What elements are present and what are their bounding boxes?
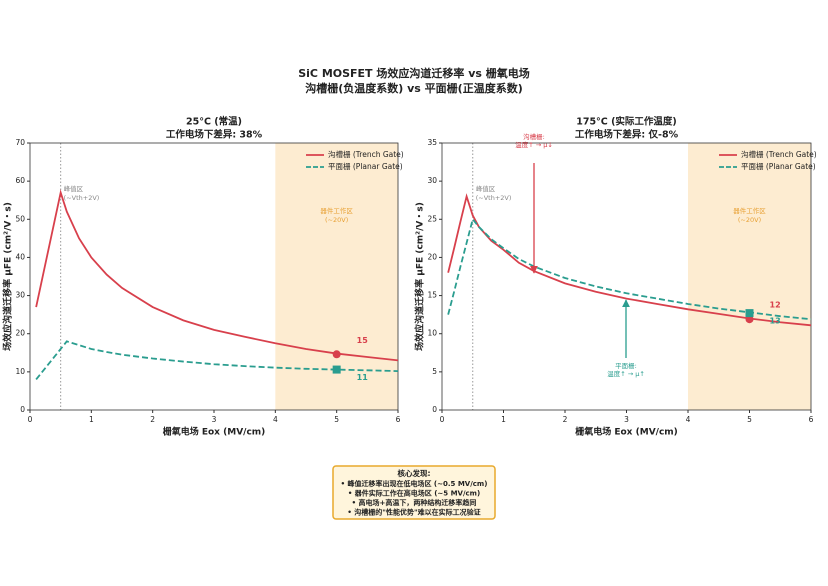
- x-tick-label: 2: [563, 415, 568, 424]
- x-tick-label: 1: [89, 415, 94, 424]
- peak-label: (~Vth+2V): [64, 194, 100, 202]
- y-tick-label: 50: [15, 214, 25, 223]
- y-tick-label: 0: [432, 405, 437, 414]
- x-tick-label: 5: [334, 415, 339, 424]
- point-marker: [332, 365, 341, 374]
- y-tick-label: 25: [427, 214, 437, 223]
- x-tick-label: 0: [440, 415, 445, 424]
- chart-subtitle: 工作电场下差异: 仅-8%: [575, 129, 679, 141]
- finding-item: • 器件实际工作在高电场区 (~5 MV/cm): [348, 489, 480, 498]
- findings-box: [332, 465, 496, 520]
- y-axis-label: 场效应沟道迁移率 μFE (cm²/V・s): [414, 202, 426, 351]
- work-zone-label: (~20V): [325, 216, 348, 224]
- y-tick-label: 35: [427, 138, 437, 147]
- x-tick-label: 4: [273, 415, 278, 424]
- work-zone: [275, 143, 398, 410]
- y-tick-label: 30: [15, 291, 25, 300]
- y-tick-label: 60: [15, 176, 25, 185]
- y-tick-label: 10: [427, 329, 437, 338]
- point-marker: [332, 350, 341, 359]
- y-tick-label: 70: [15, 138, 25, 147]
- chart-title: 175°C (实际工作温度): [576, 116, 677, 128]
- finding-item: • 沟槽栅的"性能优势"难以在实际工况验证: [347, 508, 480, 517]
- y-tick-label: 30: [427, 176, 437, 185]
- work-zone-label: (~20V): [738, 216, 761, 224]
- work-zone: [688, 143, 811, 410]
- point-label: 12: [770, 301, 781, 310]
- x-axis-label: 栅氧电场 Eox (MV/cm): [575, 426, 678, 438]
- y-tick-label: 40: [15, 252, 25, 261]
- x-tick-label: 3: [624, 415, 629, 424]
- y-tick-label: 20: [427, 252, 437, 261]
- peak-label: 峰值区: [64, 184, 84, 193]
- work-zone-label: 器件工作区: [320, 206, 353, 215]
- finding-item: • 高电场+高温下，两种结构迁移率趋同: [352, 498, 477, 507]
- peak-label: (~Vth+2V): [476, 194, 512, 202]
- legend-label: 平面栅 (Planar Gate): [741, 161, 816, 171]
- y-tick-label: 10: [15, 367, 25, 376]
- x-tick-label: 6: [396, 415, 401, 424]
- point-marker: [745, 309, 754, 318]
- finding-item: • 峰值迁移率出现在低电场区 (~0.5 MV/cm): [341, 479, 488, 488]
- y-tick-label: 0: [20, 405, 25, 414]
- peak-label: 峰值区: [476, 184, 496, 193]
- arrow-label: 温度↑ → μ↑: [607, 369, 645, 378]
- y-tick-label: 20: [15, 329, 25, 338]
- legend-label: 平面栅 (Planar Gate): [328, 161, 403, 171]
- x-tick-label: 5: [747, 415, 752, 424]
- arrow-label: 温度↑ → μ↓: [515, 140, 553, 149]
- x-tick-label: 2: [150, 415, 155, 424]
- work-zone-label: 器件工作区: [733, 206, 766, 215]
- y-axis-label: 场效应沟道迁移率 μFE (cm²/V・s): [2, 202, 14, 351]
- arrow-label: 平面栅:: [615, 361, 637, 370]
- point-label: 11: [357, 373, 369, 382]
- chart-title: 25°C (常温): [186, 116, 242, 128]
- point-marker: [745, 315, 754, 324]
- page-subtitle: 沟槽栅(负温度系数) vs 平面栅(正温度系数): [305, 81, 523, 95]
- findings-title: 核心发现:: [398, 468, 431, 478]
- x-tick-label: 4: [686, 415, 691, 424]
- point-label: 15: [357, 336, 369, 345]
- series-line: [35, 189, 399, 362]
- y-tick-label: 15: [427, 291, 437, 300]
- point-label: 13: [770, 317, 781, 326]
- x-tick-label: 0: [28, 415, 33, 424]
- arrow-label: 沟槽栅:: [523, 132, 545, 141]
- y-tick-label: 5: [432, 367, 437, 376]
- series-line: [35, 340, 399, 381]
- legend-label: 沟槽栅 (Trench Gate): [741, 149, 817, 159]
- x-tick-label: 6: [809, 415, 814, 424]
- page-title: SiC MOSFET 场效应沟道迁移率 vs 栅氧电场: [298, 66, 530, 80]
- x-tick-label: 1: [501, 415, 506, 424]
- chart-subtitle: 工作电场下差异: 38%: [166, 129, 263, 141]
- x-tick-label: 3: [212, 415, 217, 424]
- x-axis-label: 栅氧电场 Eox (MV/cm): [163, 426, 266, 438]
- legend-label: 沟槽栅 (Trench Gate): [328, 149, 404, 159]
